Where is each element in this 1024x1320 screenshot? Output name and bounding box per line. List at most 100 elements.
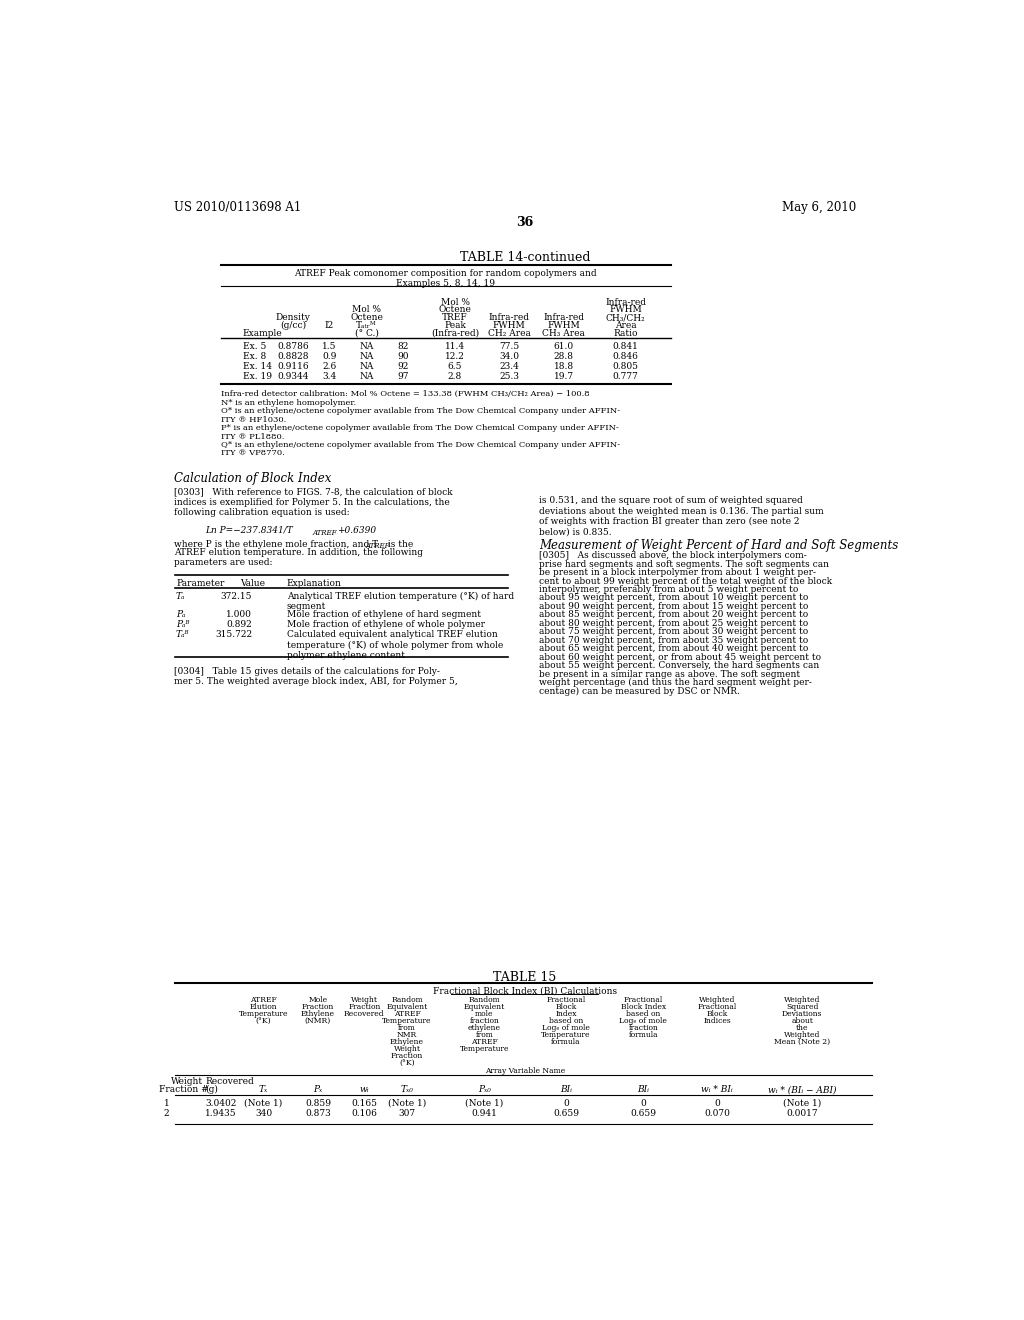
- Text: Calculated equivalent analytical TREF elution
temperature (°K) of whole polymer : Calculated equivalent analytical TREF el…: [287, 631, 503, 660]
- Text: Squared: Squared: [786, 1003, 818, 1011]
- Text: Pₓ₀: Pₓ₀: [478, 1085, 490, 1094]
- Text: CH₃ Area: CH₃ Area: [542, 329, 585, 338]
- Text: Fraction: Fraction: [391, 1052, 423, 1060]
- Text: +0.6390: +0.6390: [337, 525, 377, 535]
- Text: Fraction #: Fraction #: [159, 1085, 209, 1094]
- Text: 1.5: 1.5: [323, 342, 337, 351]
- Text: ITY ® PL1880.: ITY ® PL1880.: [221, 433, 285, 441]
- Text: Block: Block: [555, 1003, 577, 1011]
- Text: prise hard segments and soft segments. The soft segments can: prise hard segments and soft segments. T…: [539, 560, 828, 569]
- Text: Deviations: Deviations: [782, 1010, 822, 1018]
- Text: 0.659: 0.659: [631, 1109, 656, 1118]
- Text: Tₐₜᵣᴹ: Tₐₜᵣᴹ: [356, 321, 377, 330]
- Text: wᵢ * (BIᵢ − ABI): wᵢ * (BIᵢ − ABI): [768, 1085, 837, 1094]
- Text: TABLE 14-continued: TABLE 14-continued: [460, 251, 590, 264]
- Text: about 70 weight percent, from about 35 weight percent to: about 70 weight percent, from about 35 w…: [539, 636, 808, 644]
- Text: Calculation of Block Index: Calculation of Block Index: [174, 471, 332, 484]
- Text: is the: is the: [385, 540, 414, 549]
- Text: 0.9: 0.9: [323, 351, 337, 360]
- Text: Ethylene: Ethylene: [390, 1038, 424, 1045]
- Text: 0.9116: 0.9116: [278, 362, 309, 371]
- Text: NA: NA: [359, 372, 374, 380]
- Text: is 0.531, and the square root of sum of weighted squared
deviations about the we: is 0.531, and the square root of sum of …: [539, 496, 823, 537]
- Text: from: from: [475, 1031, 494, 1039]
- Text: Tₐᴮ: Tₐᴮ: [176, 631, 189, 639]
- Text: 1: 1: [164, 1098, 170, 1107]
- Text: Index: Index: [555, 1010, 577, 1018]
- Text: formula: formula: [629, 1031, 658, 1039]
- Text: Logₑ of mole: Logₑ of mole: [620, 1016, 668, 1024]
- Text: Weighted: Weighted: [698, 997, 735, 1005]
- Text: 0: 0: [563, 1098, 568, 1107]
- Text: about 60 weight percent, or from about 45 weight percent to: about 60 weight percent, or from about 4…: [539, 653, 821, 661]
- Text: Infra-red: Infra-red: [605, 298, 646, 306]
- Text: Pₐ: Pₐ: [176, 610, 185, 619]
- Text: NA: NA: [359, 342, 374, 351]
- Text: Temperature: Temperature: [382, 1016, 432, 1024]
- Text: 77.5: 77.5: [499, 342, 519, 351]
- Text: Pₐᴮ: Pₐᴮ: [176, 620, 189, 630]
- Text: Parameter: Parameter: [176, 579, 224, 587]
- Text: Examples 5, 8, 14, 19: Examples 5, 8, 14, 19: [396, 279, 496, 288]
- Text: 0.9344: 0.9344: [278, 372, 309, 380]
- Text: formula: formula: [551, 1038, 581, 1045]
- Text: 12.2: 12.2: [445, 351, 465, 360]
- Text: 1.9435: 1.9435: [205, 1109, 237, 1118]
- Text: TABLE 15: TABLE 15: [494, 970, 556, 983]
- Text: 3.4: 3.4: [323, 372, 337, 380]
- Text: Fractional: Fractional: [697, 1003, 736, 1011]
- Text: Weighted: Weighted: [784, 1031, 820, 1039]
- Text: where P is the ethylene mole fraction, and T: where P is the ethylene mole fraction, a…: [174, 540, 379, 549]
- Text: [0304]   Table 15 gives details of the calculations for Poly-
mer 5. The weighte: [0304] Table 15 gives details of the cal…: [174, 667, 459, 686]
- Text: Recovered: Recovered: [206, 1077, 254, 1086]
- Text: Infra-red detector calibration: Mol % Octene = 133.38 (FWHM CH₃/CH₂ Area) − 100.: Infra-red detector calibration: Mol % Oc…: [221, 391, 590, 399]
- Text: Tₐ: Tₐ: [176, 591, 185, 601]
- Text: Mole: Mole: [308, 997, 328, 1005]
- Text: Tₓ: Tₓ: [259, 1085, 268, 1094]
- Text: 0.165: 0.165: [351, 1098, 378, 1107]
- Text: (Note 1): (Note 1): [388, 1098, 426, 1107]
- Text: 0.106: 0.106: [351, 1109, 377, 1118]
- Text: Temperature: Temperature: [541, 1031, 591, 1039]
- Text: Example: Example: [243, 329, 283, 338]
- Text: Ex. 14: Ex. 14: [243, 362, 271, 371]
- Text: Infra-red: Infra-red: [488, 313, 529, 322]
- Text: Array Variable Name: Array Variable Name: [484, 1067, 565, 1074]
- Text: 23.4: 23.4: [500, 362, 519, 371]
- Text: Q* is an ethylene/octene copolymer available from The Dow Chemical Company under: Q* is an ethylene/octene copolymer avail…: [221, 441, 621, 449]
- Text: 6.5: 6.5: [447, 362, 462, 371]
- Text: Mol %: Mol %: [352, 305, 381, 314]
- Text: N* is an ethylene homopolymer.: N* is an ethylene homopolymer.: [221, 399, 356, 407]
- Text: BIᵢ: BIᵢ: [560, 1085, 571, 1094]
- Text: wᵢ * BIᵢ: wᵢ * BIᵢ: [701, 1085, 733, 1094]
- Text: ATREF Peak comonomer composition for random copolymers and: ATREF Peak comonomer composition for ran…: [295, 269, 597, 279]
- Text: Value: Value: [241, 579, 265, 587]
- Text: ATREF elution temperature. In addition, the following
parameters are used:: ATREF elution temperature. In addition, …: [174, 548, 424, 568]
- Text: Random: Random: [469, 997, 501, 1005]
- Text: Weight: Weight: [351, 997, 378, 1005]
- Text: FWHM: FWHM: [609, 305, 642, 314]
- Text: Temperature: Temperature: [460, 1044, 509, 1052]
- Text: Area: Area: [614, 321, 636, 330]
- Text: 0.873: 0.873: [305, 1109, 331, 1118]
- Text: 0.659: 0.659: [553, 1109, 579, 1118]
- Text: (° C.): (° C.): [354, 329, 379, 338]
- Text: BIᵢ: BIᵢ: [637, 1085, 649, 1094]
- Text: about 65 weight percent, from about 40 weight percent to: about 65 weight percent, from about 40 w…: [539, 644, 808, 653]
- Text: Measurement of Weight Percent of Hard and Soft Segments: Measurement of Weight Percent of Hard an…: [539, 539, 898, 552]
- Text: P* is an ethylene/octene copolymer available from The Dow Chemical Company under: P* is an ethylene/octene copolymer avail…: [221, 424, 618, 432]
- Text: ITY ® HF1030.: ITY ® HF1030.: [221, 416, 287, 424]
- Text: Tₓ₀: Tₓ₀: [400, 1085, 414, 1094]
- Text: (Infra-red): (Infra-red): [431, 329, 479, 338]
- Text: Temperature: Temperature: [239, 1010, 289, 1018]
- Text: 92: 92: [397, 362, 409, 371]
- Text: about: about: [792, 1016, 813, 1024]
- Text: 307: 307: [398, 1109, 416, 1118]
- Text: 36: 36: [516, 216, 534, 230]
- Text: FWHM: FWHM: [493, 321, 525, 330]
- Text: weight percentage (and thus the hard segment weight per-: weight percentage (and thus the hard seg…: [539, 678, 812, 688]
- Text: about 90 weight percent, from about 15 weight percent to: about 90 weight percent, from about 15 w…: [539, 602, 808, 611]
- Text: 1.000: 1.000: [226, 610, 252, 619]
- Text: 0.941: 0.941: [472, 1109, 498, 1118]
- Text: Logₑ of mole: Logₑ of mole: [542, 1024, 590, 1032]
